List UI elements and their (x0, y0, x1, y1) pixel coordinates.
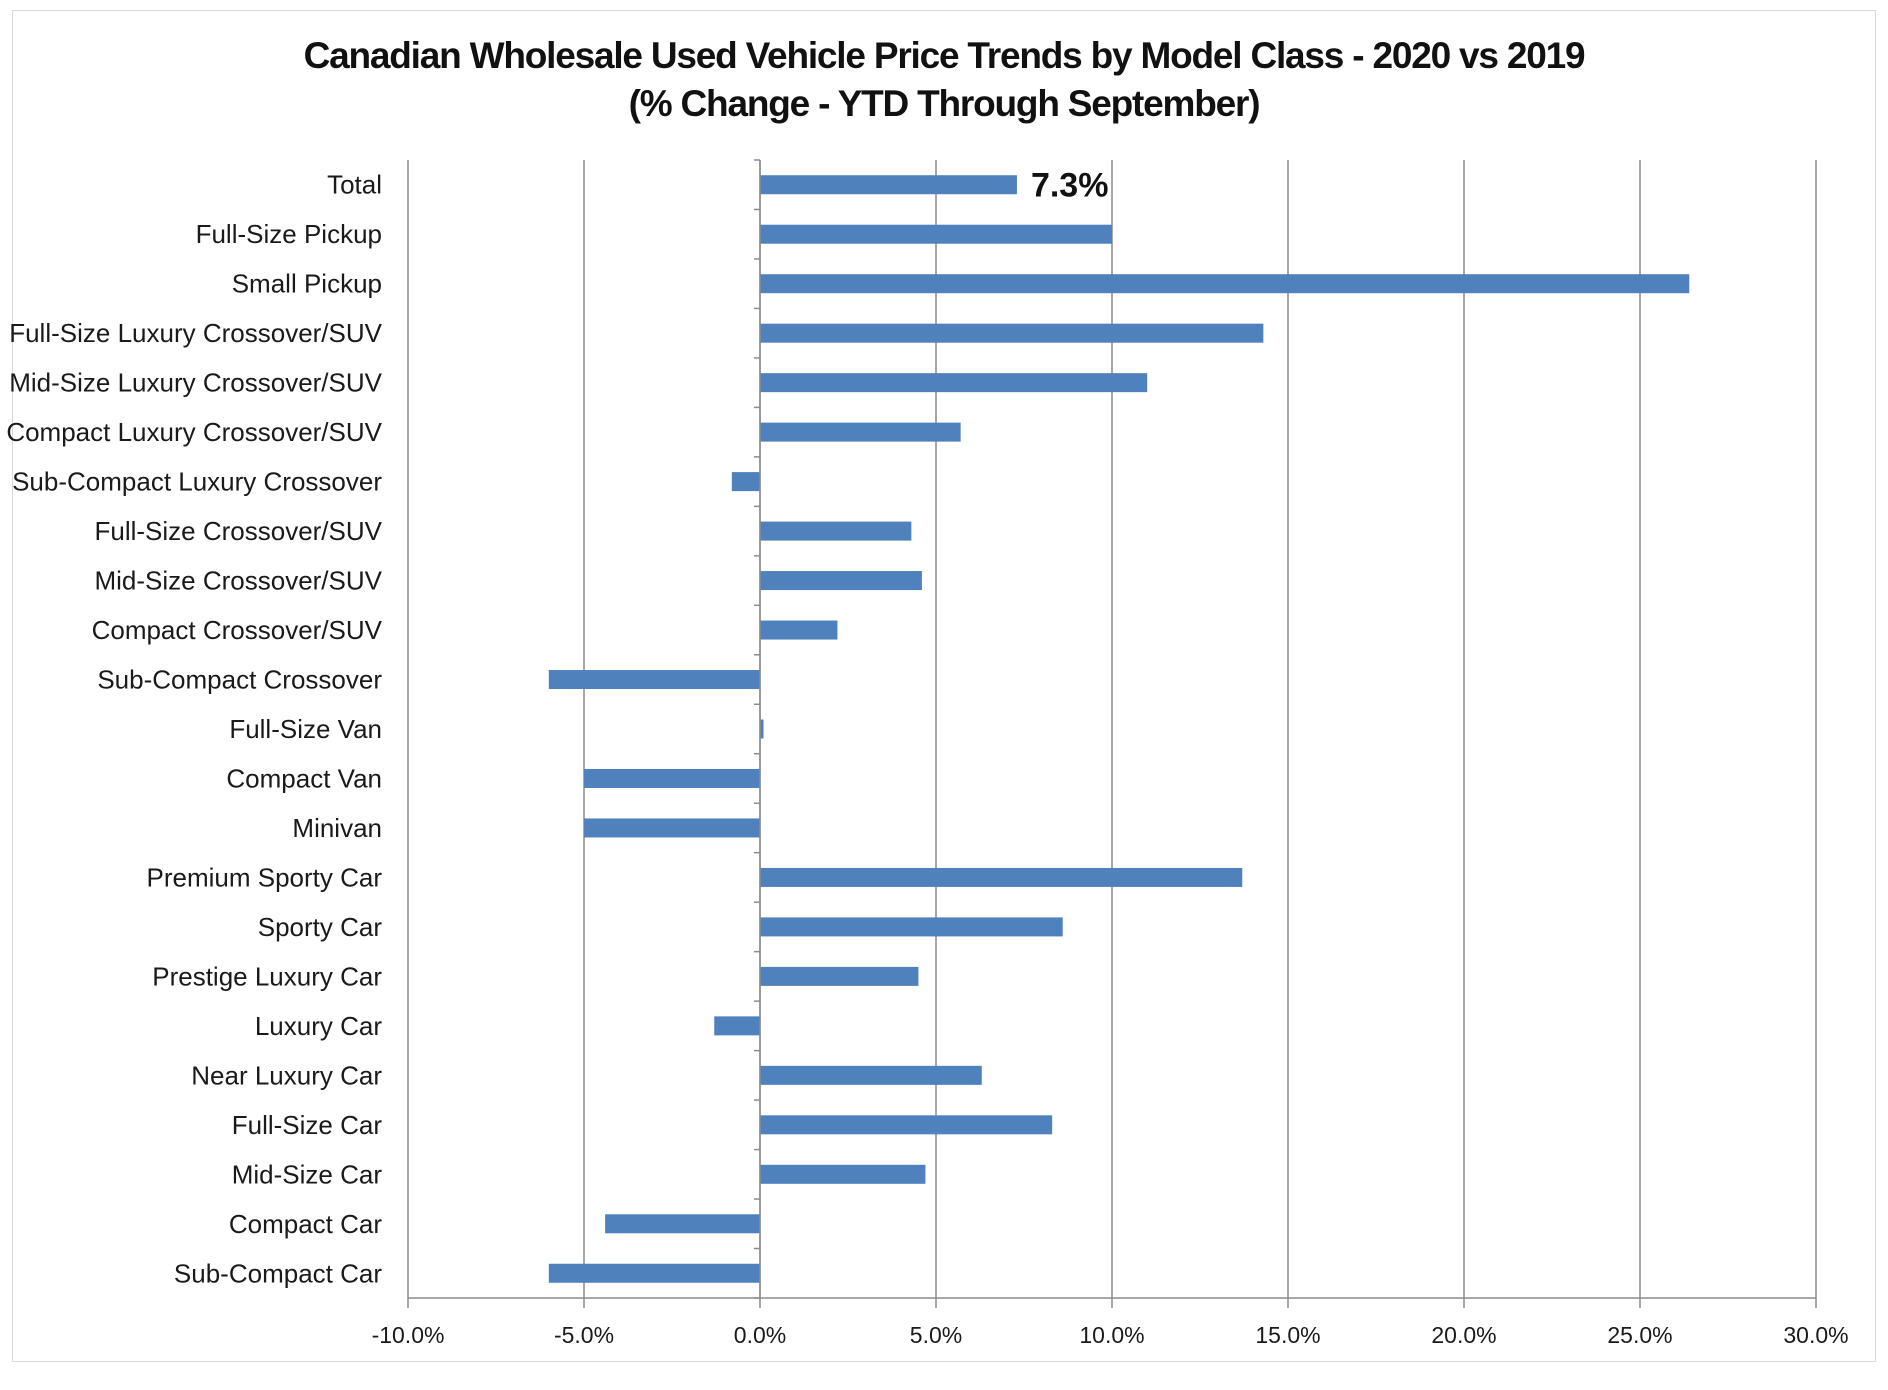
bars (548, 175, 1690, 1283)
category-label: Luxury Car (255, 1011, 382, 1041)
bar (714, 1016, 760, 1036)
x-tick-label: 20.0% (1431, 1322, 1496, 1348)
bar (760, 521, 912, 541)
category-label: Mid-Size Luxury Crossover/SUV (9, 368, 382, 398)
category-label: Compact Van (226, 763, 382, 793)
category-label: Mid-Size Car (232, 1159, 383, 1189)
x-tick-label: 5.0% (910, 1322, 962, 1348)
x-tick-label: -10.0% (372, 1322, 445, 1348)
chart-title-block: Canadian Wholesale Used Vehicle Price Tr… (0, 32, 1888, 128)
labels: -10.0% -5.0% 0.0% 5.0% 10.0% 15.0% 20.0% 25.0% 3… (6, 167, 1848, 1348)
x-tick-label: 25.0% (1607, 1322, 1672, 1348)
category-label: Sub-Compact Car (174, 1258, 382, 1288)
bar (760, 719, 764, 739)
x-tick-label: -5.0% (554, 1322, 614, 1348)
bar (760, 1065, 982, 1085)
category-label: Compact Crossover/SUV (92, 615, 383, 645)
bar (548, 670, 760, 690)
x-tick-label: 30.0% (1783, 1322, 1848, 1348)
data-label: 7.3% (1031, 167, 1109, 205)
bar (760, 274, 1690, 294)
bar (760, 867, 1243, 887)
category-label: Sub-Compact Luxury Crossover (12, 467, 382, 497)
bar (760, 1164, 926, 1184)
chart-subtitle: (% Change - YTD Through September) (628, 83, 1261, 124)
bar (760, 224, 1112, 244)
category-label: Prestige Luxury Car (152, 961, 382, 991)
bar (760, 620, 838, 640)
bar (760, 571, 922, 591)
bar (760, 175, 1017, 195)
category-label: Near Luxury Car (191, 1060, 382, 1090)
category-label: Full-Size Car (232, 1110, 383, 1140)
category-label: Compact Car (229, 1209, 382, 1239)
x-tick-label: 0.0% (734, 1322, 786, 1348)
bar (731, 472, 760, 492)
category-label: Sub-Compact Crossover (97, 665, 382, 695)
bar (760, 373, 1148, 393)
category-label: Mid-Size Crossover/SUV (94, 566, 382, 596)
bar (760, 422, 961, 442)
bar (584, 818, 760, 838)
bar (760, 1115, 1053, 1135)
category-label: Full-Size Van (229, 714, 382, 744)
bar (760, 917, 1063, 937)
bar (584, 768, 760, 788)
category-label: Full-Size Luxury Crossover/SUV (9, 318, 382, 348)
x-tick-label: 15.0% (1255, 1322, 1320, 1348)
category-label: Compact Luxury Crossover/SUV (6, 417, 382, 447)
x-tick-label: 10.0% (1079, 1322, 1144, 1348)
axes (408, 159, 1816, 1299)
category-label: Full-Size Crossover/SUV (94, 516, 382, 546)
category-label: Small Pickup (232, 269, 382, 299)
bar (548, 1263, 760, 1283)
bar (760, 323, 1264, 343)
category-label: Premium Sporty Car (147, 862, 383, 892)
bar (760, 966, 919, 986)
bar (605, 1214, 760, 1234)
chart-title: Canadian Wholesale Used Vehicle Price Tr… (303, 35, 1586, 76)
category-label: Sporty Car (258, 912, 383, 942)
category-label: Full-Size Pickup (196, 219, 382, 249)
category-label: Minivan (292, 813, 382, 843)
category-label: Total (327, 170, 382, 200)
